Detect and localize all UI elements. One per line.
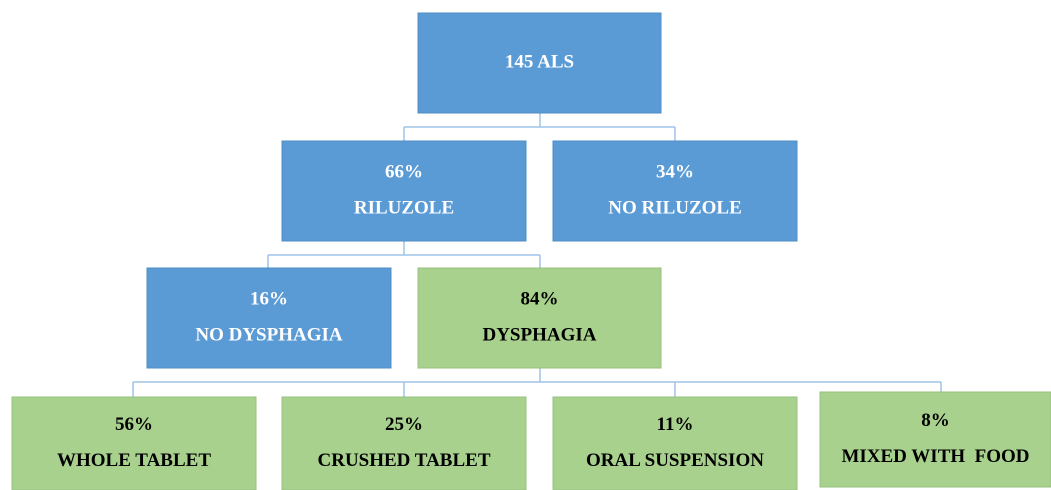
node: 84% DYSPHAGIA [417,267,662,369]
node-label: 56% [115,414,153,435]
node-box [146,267,392,369]
node-label: 11% [657,414,694,435]
node-box [417,267,662,369]
node-label: 145 ALS [505,51,574,72]
node-label: NO DYSPHAGIA [195,324,343,345]
node-label: NO RILUZOLE [608,197,742,218]
connector [132,368,942,397]
node-box [281,140,527,242]
node: 25% CRUSHED TABLET [281,396,527,490]
nodes: 145 ALS 66% RILUZOLE 34% NO RILUZOLE 16% NO DY… [11,12,1051,490]
node-label: RILUZOLE [354,197,454,218]
node-label: 16% [250,288,288,309]
node: 34% NO RILUZOLE [552,140,798,242]
connector [267,241,541,268]
node: 66% RILUZOLE [281,140,527,242]
node: 145 ALS [417,12,662,114]
node-label: ORAL SUSPENSION [586,450,764,471]
node: 56% WHOLE TABLET [11,396,257,490]
node-label: 66% [385,161,423,182]
node-box [11,396,257,490]
node: 16% NO DYSPHAGIA [146,267,392,369]
connector [403,113,676,141]
node-label: 84% [521,288,559,309]
node-box [552,396,798,490]
node-label: 34% [656,161,694,182]
node-label: 25% [385,414,423,435]
node-box [552,140,798,242]
node: 8% MIXED WITH FOOD [819,391,1051,488]
node: 11% ORAL SUSPENSION [552,396,798,490]
node-box [417,12,662,114]
node-box [281,396,527,490]
node-label: DYSPHAGIA [482,324,596,345]
node-label: CRUSHED TABLET [318,450,491,471]
node-box [819,391,1051,488]
node-label: MIXED WITH FOOD [841,446,1029,467]
node-label: 8% [921,410,950,431]
node-label: WHOLE TABLET [57,450,211,471]
connectors [132,113,942,397]
